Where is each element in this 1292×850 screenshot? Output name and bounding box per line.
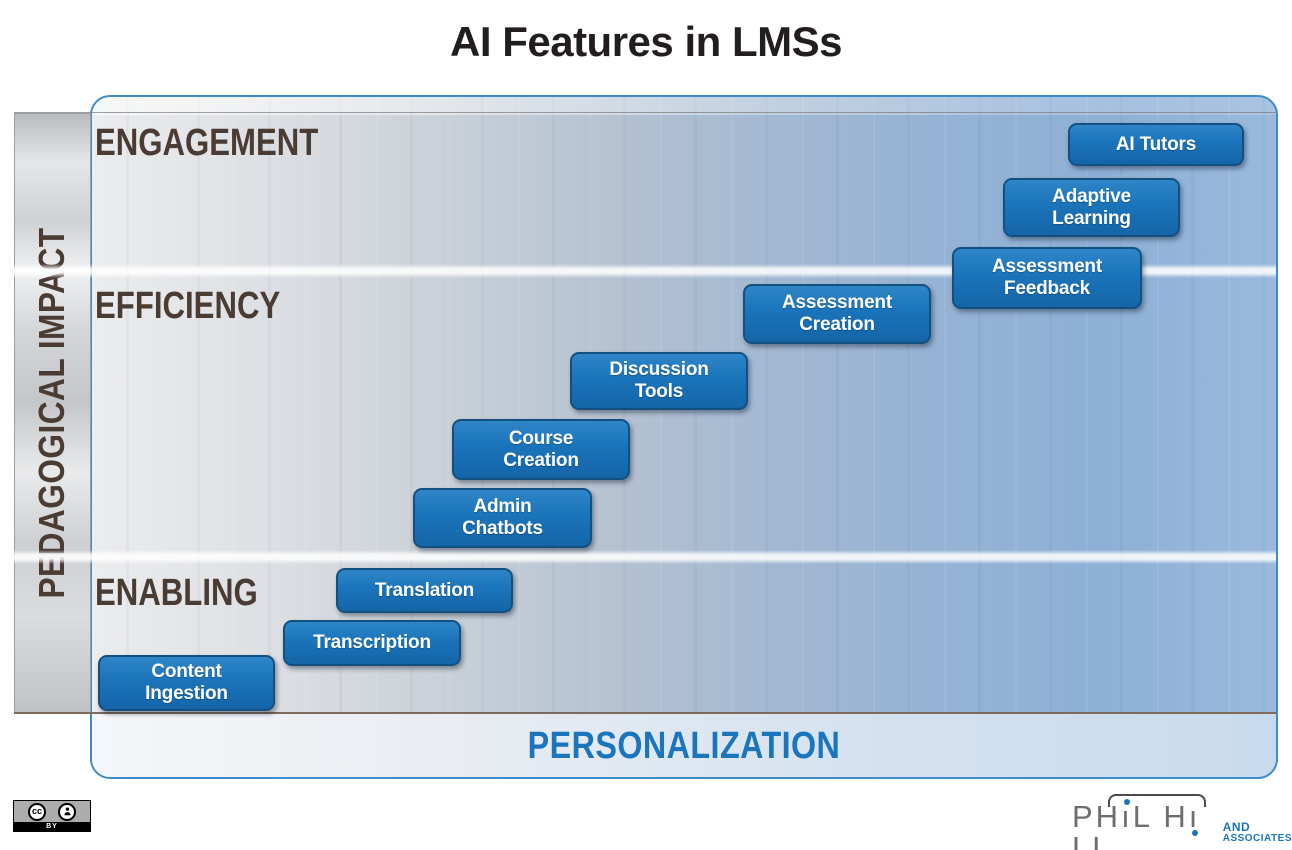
brand-wordmark: PHı L Hı LL [1072, 794, 1214, 850]
feature-label: Assessment Creation [782, 292, 892, 335]
feature-label: Content Ingestion [145, 661, 228, 704]
brand-letters: LL [1072, 830, 1113, 850]
x-axis-label: PERSONALIZATION [527, 725, 841, 767]
page-title: AI Features in LMSs [450, 18, 842, 65]
chart-top-line [14, 112, 1276, 113]
phil-hill-logo: PHı L Hı LL AND ASSOCIATES [1072, 794, 1292, 850]
feature-label: Translation [374, 579, 475, 601]
brand-and: AND [1222, 820, 1251, 835]
level-label-efficiency: EFFICIENCY [95, 285, 281, 327]
feature-box-ai-tutors: AI Tutors [1068, 123, 1244, 166]
feature-label: Assessment Feedback [992, 256, 1102, 299]
feature-label: Transcription [313, 632, 431, 654]
feature-box-discussion-tools: Discussion Tools [570, 352, 748, 410]
feature-box-course-creation: Course Creation [452, 419, 630, 480]
cc-badge-icons: cc [14, 801, 90, 822]
feature-label: Admin Chatbots [462, 496, 543, 539]
feature-box-content-ingestion: Content Ingestion [98, 655, 275, 711]
feature-box-adaptive-learning: Adaptive Learning [1003, 178, 1180, 237]
feature-label: Course Creation [503, 427, 579, 471]
feature-label: Discussion Tools [609, 359, 709, 402]
brand-subtitle: AND ASSOCIATES [1223, 821, 1292, 844]
circuit-dot-icon [1123, 799, 1130, 805]
brand-letters: H [1163, 799, 1189, 834]
cc-icon: cc [28, 802, 46, 821]
circuit-dot-icon [1191, 830, 1198, 836]
feature-box-translation: Translation [336, 568, 513, 613]
chart-top-strip [92, 97, 1276, 115]
level-label-enabling: ENABLING [95, 572, 258, 614]
feature-label: AI Tutors [1115, 133, 1197, 155]
brand-i-first: ı [1121, 799, 1133, 834]
chart-bottom-line [14, 712, 1276, 714]
feature-box-assessment-feedback: Assessment Feedback [952, 247, 1142, 309]
brand-associates: ASSOCIATES [1222, 833, 1292, 845]
cc-by-label: BY [14, 822, 90, 831]
row-divider-efficiency-enabling [14, 550, 1276, 564]
bracket-top-icon [1108, 794, 1206, 807]
y-axis-strip [14, 113, 91, 713]
x-axis-strip [92, 714, 1276, 777]
feature-box-assessment-creation: Assessment Creation [743, 284, 931, 344]
y-axis-label: PEDAGOGICAL IMPACT [31, 227, 72, 599]
cc-by-license-badge: cc BY [13, 800, 91, 832]
level-label-engagement: ENGAGEMENT [95, 122, 319, 164]
brand-letters: L [1132, 799, 1164, 834]
feature-box-transcription: Transcription [283, 620, 461, 666]
attribution-person-icon [58, 802, 76, 821]
feature-box-admin-chatbots: Admin Chatbots [413, 488, 592, 548]
feature-label: Adaptive Learning [1052, 185, 1131, 229]
brand-i-second: ı [1188, 799, 1201, 836]
